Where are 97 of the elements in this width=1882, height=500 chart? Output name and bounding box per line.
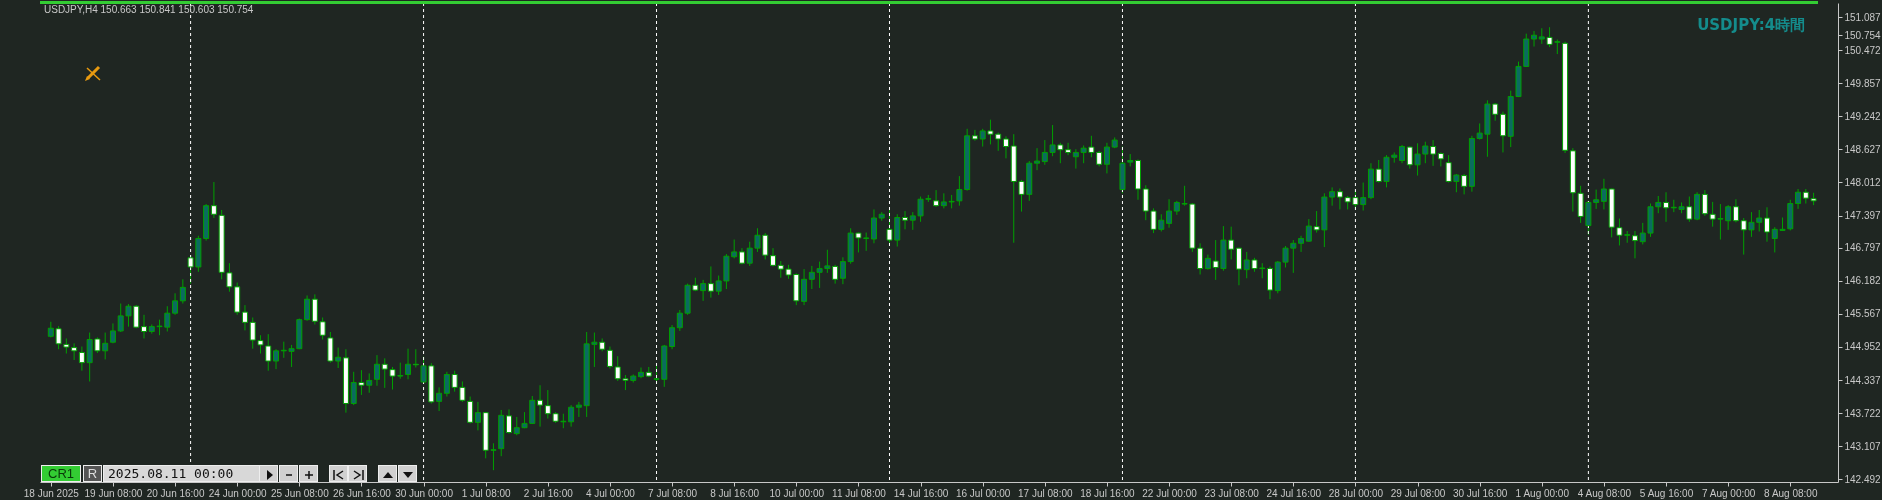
y-tick-label: 147.397 (1844, 210, 1882, 222)
annotation: CR1 (41, 465, 81, 482)
x-tick-label: 25 Jun 08:00 (270, 487, 330, 499)
x-tick-label: 14 Jul 16:00 (893, 487, 949, 499)
annotation: 2025.08.11 00:00 (103, 465, 261, 482)
x-tick-label: 17 Jul 08:00 (1018, 487, 1073, 499)
candlestick (1336, 187, 1343, 210)
candlestick (606, 346, 613, 370)
candlestick (1701, 189, 1708, 217)
candlestick (839, 256, 846, 285)
y-tick-label: 143.722 (1844, 407, 1882, 419)
candlestick (1235, 247, 1242, 286)
x-tick-label: 24 Jun 00:00 (208, 487, 268, 499)
x-tick-label: 5 Aug 16:00 (1639, 487, 1694, 499)
candlestick (1795, 188, 1802, 210)
candlestick (1103, 142, 1110, 174)
y-tick-label: 151.087 (1844, 11, 1882, 23)
candlestick (638, 366, 644, 379)
x-tick-label: 11 Jul 08:00 (832, 487, 887, 499)
candlestick (1267, 265, 1273, 300)
x-tick-label: 1 Aug 00:00 (1515, 487, 1570, 499)
y-tick-label: 146.182 (1844, 275, 1882, 287)
candlestick (1499, 111, 1506, 153)
candlestick (436, 386, 443, 412)
candlestick (467, 396, 474, 424)
candlestick (241, 304, 248, 331)
candlestick (1166, 198, 1173, 229)
candlestick (1732, 198, 1739, 223)
x-tick-label: 1 Jul 08:00 (461, 487, 512, 499)
x-tick-label: 7 Aug 00:00 (1701, 487, 1756, 499)
candlestick (172, 292, 179, 316)
x-tick-label: 20 Jun 16:00 (146, 487, 205, 499)
candlestick (1763, 206, 1770, 243)
annotation: USDJPY,H4 150.663 150.841 150.603 150.754 (44, 4, 254, 15)
candlestick (1399, 144, 1406, 164)
x-tick-label: 19 Jun 08:00 (84, 487, 143, 499)
y-tick-label: 148.627 (1844, 143, 1882, 155)
candlestick (568, 404, 575, 428)
y-tick-label: 144.952 (1844, 341, 1882, 353)
candlestick (505, 408, 512, 435)
x-tick-label: 4 Jul 00:00 (585, 487, 636, 499)
candlestick (141, 314, 148, 339)
x-tick-label: 30 Jun 00:00 (395, 487, 454, 499)
candlestick (1197, 242, 1204, 275)
candlestick (1065, 142, 1072, 156)
candlestick (273, 348, 280, 370)
x-tick-label: 30 Jul 16:00 (1452, 487, 1508, 499)
candlestick (1034, 147, 1041, 171)
y-tick-label: 150.754 (1844, 29, 1882, 41)
y-tick-label: 146.797 (1844, 242, 1882, 254)
candlestick (537, 384, 544, 428)
x-tick-label: 26 Jun 16:00 (333, 487, 392, 499)
x-tick-label: 7 Jul 08:00 (648, 487, 698, 499)
candlestick (78, 346, 85, 372)
x-tick-label: 18 Jun 2025 (23, 487, 80, 499)
x-tick-label: 24 Jul 16:00 (1266, 487, 1322, 499)
y-tick-label: 149.857 (1844, 77, 1882, 89)
candlestick (405, 348, 412, 380)
candlestick (179, 278, 186, 305)
candlestick (669, 324, 676, 350)
y-tick-label: 143.107 (1844, 440, 1882, 452)
candlestick (801, 268, 808, 306)
x-tick-label: 23 Jul 08:00 (1204, 487, 1260, 499)
y-tick-label: 145.567 (1844, 308, 1882, 320)
candlestick (971, 129, 978, 142)
x-tick-label: 28 Jul 00:00 (1328, 487, 1384, 499)
candlestick (1600, 178, 1607, 210)
x-tick-label: 2 Jul 16:00 (523, 487, 574, 499)
candlestick (1531, 30, 1538, 48)
candlestick (1430, 139, 1437, 167)
x-tick-label: 16 Jul 00:00 (955, 487, 1011, 499)
candlestick (1663, 191, 1670, 223)
x-tick-label: 8 Aug 08:00 (1764, 487, 1818, 499)
candlestick (1002, 135, 1009, 159)
candlestick (210, 181, 217, 219)
candlestick (1298, 235, 1305, 253)
y-tick-label: 142.492 (1844, 473, 1882, 485)
candlestick (870, 208, 877, 244)
candlestick (933, 189, 940, 208)
x-tick-label: 22 Jul 00:00 (1142, 487, 1198, 499)
y-tick-label: 148.012 (1844, 176, 1882, 188)
y-tick-label: 150.472 (1844, 44, 1882, 56)
x-tick-label: 4 Aug 08:00 (1577, 487, 1632, 499)
x-tick-label: 10 Jul 00:00 (769, 487, 825, 499)
text: USDJPY:4時間 (1697, 15, 1806, 34)
candlestick (902, 210, 909, 230)
annotation: R (83, 465, 102, 482)
candlestick (474, 401, 481, 431)
candlestick (1631, 230, 1638, 259)
y-tick-label: 144.337 (1844, 374, 1882, 386)
x-tick-label: 29 Jul 08:00 (1390, 487, 1446, 499)
x-tick-label: 18 Jul 16:00 (1080, 487, 1136, 499)
candlestick (373, 354, 380, 387)
x-tick-label: 8 Jul 16:00 (710, 487, 760, 499)
candlestick (304, 294, 311, 322)
y-tick-label: 149.242 (1844, 110, 1882, 122)
candlestick (707, 265, 714, 299)
